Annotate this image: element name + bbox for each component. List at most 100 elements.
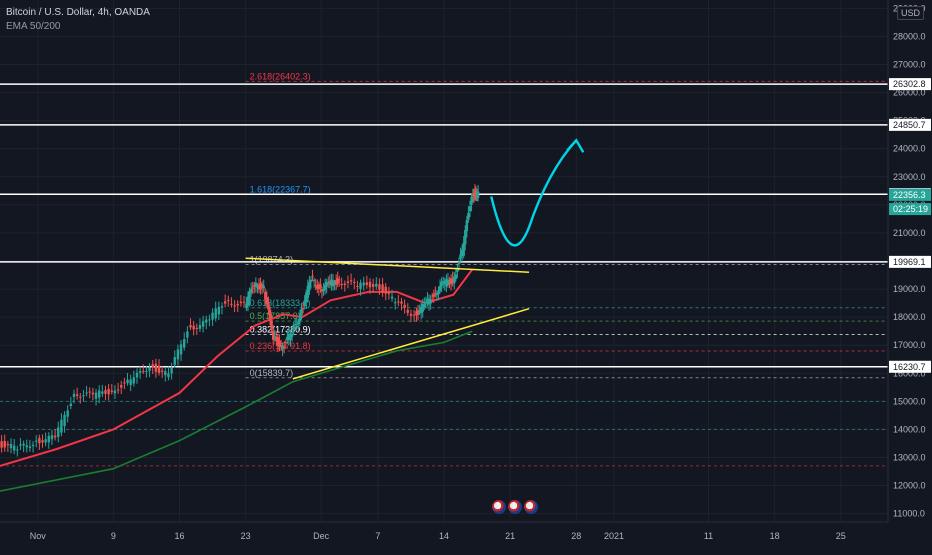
candle-body [294,324,297,326]
candle-body [211,312,214,320]
candle-body [301,308,305,310]
price-tag-label: 22356.3 [893,190,926,200]
candle-body [268,309,272,319]
candle-body [308,282,311,291]
y-tick-label: 13000.0 [893,452,926,462]
x-tick-label: 14 [439,531,449,541]
candle-body [426,298,429,304]
price-tag-label: 16230.7 [893,362,926,372]
candle-body [419,306,423,314]
fib-level-label: 1.618(22367.7) [250,185,311,195]
candle-body [201,321,205,327]
candle-body [449,278,453,285]
candle-body [434,293,437,295]
candle-body [309,279,313,282]
candle-body [259,283,262,290]
candle-body [12,445,16,451]
event-badge-1[interactable]: 9 [492,500,506,514]
candle-body [328,281,332,285]
candle-body [371,284,375,287]
candle-body [183,339,186,348]
candle-body [427,298,431,305]
price-tag-bg [889,203,931,216]
candle-body [9,443,13,449]
candle-body [85,392,88,394]
candle-body [375,283,378,287]
x-tick-label: 11 [704,531,713,541]
candle-body [430,299,434,301]
candle-body [227,299,230,301]
event-badge-2[interactable]: 8 [508,500,522,514]
currency-button[interactable]: USD [896,6,924,20]
candle-body [311,275,314,277]
candle-body [421,303,424,312]
y-tick-label: 12000.0 [893,481,926,491]
event-badge-3[interactable]: 2 [524,500,538,514]
candle-body [412,314,416,316]
candle-body [435,294,439,296]
y-tick-label: 17000.0 [893,340,926,350]
candle-body [325,281,328,287]
candle-body [460,249,464,257]
x-tick-label: 9 [111,531,116,541]
candle-body [248,291,251,301]
upper-trendline [245,257,530,273]
x-tick-label: Nov [30,531,47,541]
candle-body [239,301,243,304]
candle-body [448,281,451,283]
y-tick-label: 23000.0 [893,172,926,182]
candle-body [242,301,246,303]
candle-body [305,292,308,303]
candle-body [322,288,325,292]
price-tag-bg [889,188,931,201]
candle-body [279,345,283,347]
candle-body [113,390,117,394]
candle-body [432,294,435,297]
candle-body [331,280,335,287]
candle-body [104,390,107,394]
candle-body [295,323,298,325]
candle-body [60,419,63,433]
candle-body [142,371,145,373]
candle-body [467,212,470,220]
candle-body [275,336,278,342]
event-badges[interactable]: 9 8 2 [492,500,538,514]
candle-body [220,306,224,308]
y-tick-label: 11000.0 [893,509,925,519]
candle-body [338,279,341,281]
candle-body [454,274,458,280]
x-tick-label: 16 [174,531,184,541]
candle-body [0,441,3,448]
candle-body [320,289,324,292]
y-tick-label: 18000.0 [893,312,926,322]
price-tag-bg [889,255,931,268]
candle-body [79,396,82,398]
candle-body [16,449,19,451]
candle-body [135,372,139,378]
candle-body [148,367,151,371]
candle-body [278,340,281,348]
fib-level-label: 0.382(17380.9) [250,325,311,335]
candle-body [303,301,306,305]
candle-body [6,443,10,446]
candle-body [205,319,208,323]
candle-body [359,282,362,289]
candle-body [429,299,432,304]
candle-body [281,345,284,350]
candle-body [284,341,287,343]
candle-body [116,389,120,391]
candle-body [282,346,286,348]
candle-body [312,280,316,282]
candle-body [75,394,79,396]
candle-body [101,391,104,394]
candle-body [63,414,66,427]
candle-body [53,435,57,438]
candle-body [470,196,473,205]
candle-body [297,321,300,325]
ema200-line [0,330,473,492]
candle-body [265,297,269,304]
candle-body [330,279,333,286]
fib-level-label: 2.618(26402.3) [250,71,311,81]
